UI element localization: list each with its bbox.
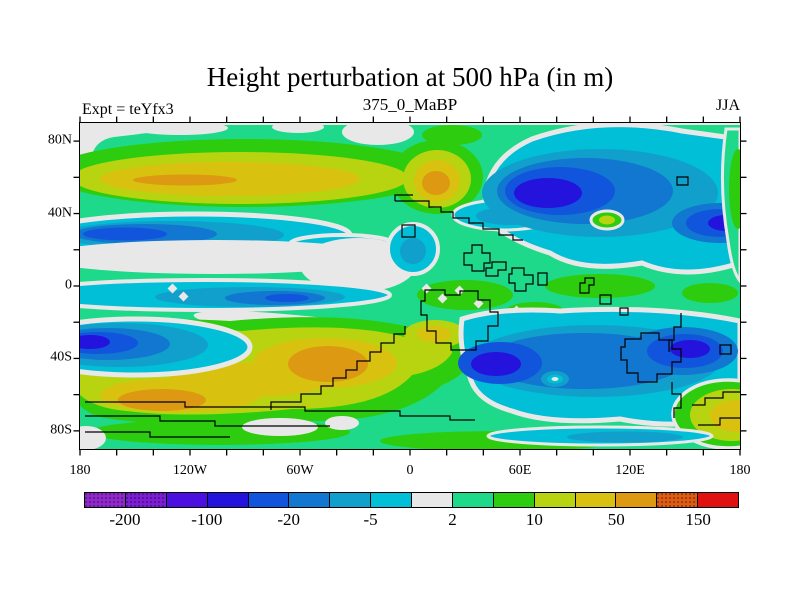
x-axis-tick-label: 180 <box>729 463 751 478</box>
colorbar-cell-7 <box>371 493 412 507</box>
contour-fill-layers <box>80 123 740 449</box>
figure-title: Height perturbation at 500 hPa (in m) <box>206 62 614 92</box>
colorbar-cell-13 <box>616 493 658 507</box>
y-axis-tick-label: 0 <box>65 277 72 293</box>
colorbar-cell-14 <box>657 493 699 507</box>
colorbar-tick-label: 10 <box>525 510 543 529</box>
colorbar <box>84 492 739 508</box>
y-axis-tick-label: 80N <box>47 132 72 148</box>
colorbar-cell-3 <box>207 493 249 507</box>
x-axis-tick-label: 120E <box>615 463 645 478</box>
colorbar-cell-6 <box>330 493 372 507</box>
contour-map <box>80 123 740 449</box>
colorbar-cell-9 <box>452 493 494 507</box>
colorbar-cell-0 <box>85 493 126 507</box>
colorbar-tick-label: -5 <box>363 510 378 529</box>
colorbar-tick-label: -20 <box>277 510 301 529</box>
colorbar-cell-4 <box>248 493 290 507</box>
colorbar-cell-8 <box>412 493 453 507</box>
y-axis-tick-label: 80S <box>50 422 72 438</box>
colorbar-cell-11 <box>534 493 576 507</box>
coastlines-overlay <box>85 176 740 438</box>
x-axis-tick-label: 60E <box>508 463 532 478</box>
x-axis-tick-label: 0 <box>406 463 414 478</box>
colorbar-cell-5 <box>289 493 331 507</box>
experiment-label: Expt = teYfx3 <box>82 101 174 118</box>
colorbar-tick-label: -200 <box>109 510 141 529</box>
colorbar-tick-label: 150 <box>685 510 711 529</box>
colorbar-tick-label: -100 <box>191 510 223 529</box>
colorbar-tick-label: 50 <box>607 510 625 529</box>
colorbar-cell-1 <box>125 493 167 507</box>
colorbar-tick-label: 2 <box>448 510 457 529</box>
colorbar-cell-2 <box>166 493 208 507</box>
colorbar-cell-12 <box>575 493 617 507</box>
y-axis-tick-label: 40N <box>47 205 72 221</box>
season-label: JJA <box>715 97 740 114</box>
y-axis-tick-label: 40S <box>50 350 72 366</box>
x-axis-tick-label: 120W <box>172 463 208 478</box>
figure-subtitle: 375_0_MaBP <box>362 95 458 114</box>
x-axis-tick-label: 60W <box>286 463 314 478</box>
colorbar-cell-15 <box>698 493 738 507</box>
x-axis-tick-label: 180 <box>69 463 91 478</box>
colorbar-cell-10 <box>493 493 535 507</box>
